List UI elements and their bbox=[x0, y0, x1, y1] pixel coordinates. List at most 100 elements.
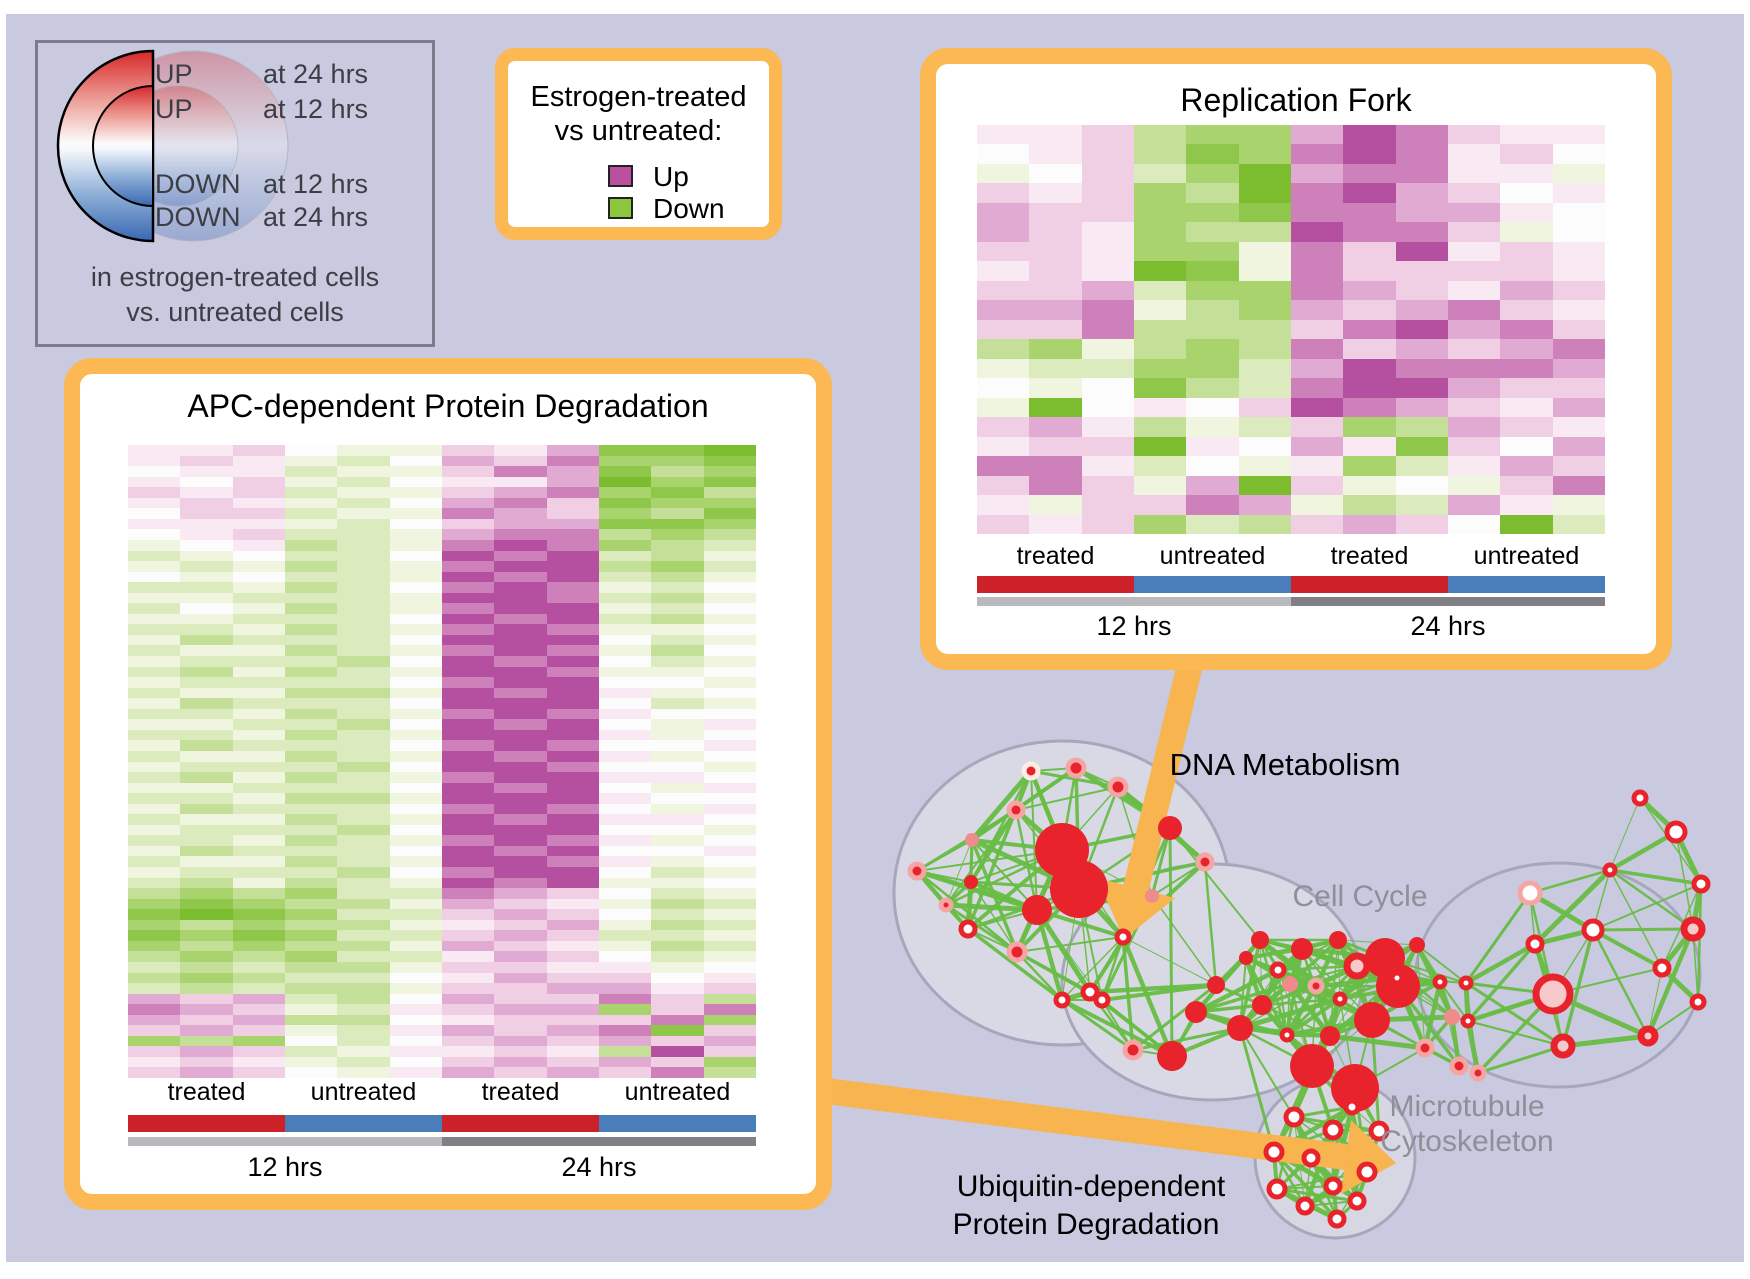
heatmap-cell bbox=[389, 582, 442, 593]
heatmap-cell bbox=[441, 445, 495, 456]
heatmap-cell bbox=[651, 761, 704, 773]
heatmap-cell bbox=[1552, 319, 1605, 340]
heatmap-cell bbox=[651, 603, 704, 614]
heatmap-cell bbox=[598, 793, 652, 804]
heatmap-cell bbox=[1186, 514, 1239, 534]
heatmap-cell bbox=[703, 508, 756, 519]
heatmap-cell bbox=[494, 909, 547, 920]
heatmap-cell bbox=[1238, 339, 1291, 359]
heatmap-cell bbox=[1395, 378, 1448, 398]
heatmap-cell bbox=[128, 571, 181, 583]
heatmap-cell bbox=[598, 455, 652, 467]
heatmap-cell bbox=[651, 687, 704, 699]
heatmap-cell bbox=[1552, 475, 1605, 496]
heatmap-cell bbox=[651, 772, 704, 783]
heatmap-cell bbox=[128, 634, 181, 646]
heatmap-cell bbox=[1552, 339, 1605, 359]
heatmap-cell bbox=[651, 550, 704, 562]
network-edge bbox=[1016, 951, 1063, 1001]
heatmap-cell bbox=[128, 613, 181, 625]
legend-time-12: at 12 hrs bbox=[263, 94, 369, 124]
heatmap-cell bbox=[284, 1014, 338, 1026]
heatmap-cell bbox=[1186, 300, 1239, 320]
heatmap-cell bbox=[284, 624, 338, 635]
heatmap-cell bbox=[494, 888, 547, 899]
network-edge bbox=[1272, 1150, 1339, 1221]
network-edge bbox=[966, 927, 1064, 1002]
heatmap-cell bbox=[284, 740, 338, 751]
heatmap-cell bbox=[546, 666, 599, 678]
heatmap-cell bbox=[1238, 125, 1291, 145]
cc-gene-node bbox=[1331, 1064, 1379, 1112]
heatmap-cell bbox=[546, 1067, 599, 1078]
heatmap-cell bbox=[494, 550, 547, 562]
heatmap-cell bbox=[703, 613, 756, 625]
heatmap-cell bbox=[232, 466, 285, 477]
network-edge bbox=[1608, 830, 1678, 872]
heatmap-cell bbox=[1395, 456, 1448, 476]
heatmap-cell bbox=[337, 761, 390, 773]
heatmap-cell bbox=[494, 708, 547, 720]
heatmap-cell bbox=[389, 466, 442, 477]
heatmap-cell bbox=[441, 539, 495, 551]
heatmap-cell bbox=[232, 1067, 285, 1078]
heatmap-cell bbox=[128, 445, 181, 456]
heatmap-cell bbox=[1290, 183, 1344, 203]
dna-gene-node bbox=[1021, 761, 1041, 781]
heatmap-cell bbox=[180, 677, 233, 688]
heatmap-cell bbox=[546, 898, 599, 910]
heatmap-cell bbox=[1500, 417, 1553, 437]
micro-gene-node bbox=[1689, 993, 1707, 1011]
network-edge bbox=[1061, 998, 1134, 1052]
heatmap-cell bbox=[494, 972, 547, 984]
heatmap-cell bbox=[232, 835, 285, 846]
heatmap-cell bbox=[389, 983, 442, 994]
heatmap-cell bbox=[232, 919, 285, 931]
heatmap-cell bbox=[1500, 241, 1553, 262]
heatmap-cell bbox=[1343, 495, 1396, 515]
heatmap-cell bbox=[546, 539, 599, 551]
heatmap-cell bbox=[441, 983, 495, 994]
heatmap-cell bbox=[232, 740, 285, 751]
heatmap-cell bbox=[1186, 280, 1239, 301]
heatmap-cell bbox=[128, 782, 181, 794]
heatmap-cell bbox=[1133, 300, 1187, 320]
heatmap-cell bbox=[651, 835, 704, 846]
heatmap-cell bbox=[128, 729, 181, 741]
heatmap-cell bbox=[284, 455, 338, 467]
heatmap-cell bbox=[1395, 397, 1448, 418]
heatmap-cell bbox=[703, 793, 756, 804]
heatmap-cell bbox=[232, 951, 285, 962]
heatmap-cell bbox=[284, 888, 338, 899]
heatmap-cell bbox=[651, 445, 704, 456]
heatmap-cell bbox=[180, 592, 233, 604]
heatmap-cell bbox=[598, 983, 652, 994]
heatmap-cell bbox=[1290, 222, 1344, 242]
heatmap-cell bbox=[128, 656, 181, 667]
heatmap-cell bbox=[128, 687, 181, 699]
cc-gene-node bbox=[1376, 964, 1420, 1008]
heatmap-cell bbox=[337, 793, 390, 804]
heatmap-cell bbox=[703, 1025, 756, 1036]
heatmap-cell bbox=[1133, 222, 1187, 242]
heatmap-cell bbox=[546, 856, 599, 867]
heatmap-cell bbox=[494, 877, 547, 889]
heatmap-cell bbox=[598, 772, 652, 783]
heatmap-cell bbox=[232, 677, 285, 688]
heatmap-cell bbox=[1395, 436, 1448, 457]
heatmap-cell bbox=[337, 993, 390, 1005]
heatmap-cell bbox=[494, 1025, 547, 1036]
heatmap-cell bbox=[1186, 378, 1239, 398]
heatmap-cell bbox=[128, 940, 181, 952]
heatmap-cell bbox=[1447, 339, 1501, 359]
heatmap-cell bbox=[389, 645, 442, 656]
heatmap-cell bbox=[180, 951, 233, 962]
heatmap-cell bbox=[546, 445, 599, 456]
heatmap-cell bbox=[703, 677, 756, 688]
heatmap-cell bbox=[703, 1035, 756, 1047]
heatmap-cell bbox=[337, 1025, 390, 1036]
heatmap-cell bbox=[389, 603, 442, 614]
heatmap-cell bbox=[1552, 417, 1605, 437]
heatmap-cell bbox=[284, 719, 338, 730]
heatmap-cell bbox=[1133, 144, 1187, 164]
